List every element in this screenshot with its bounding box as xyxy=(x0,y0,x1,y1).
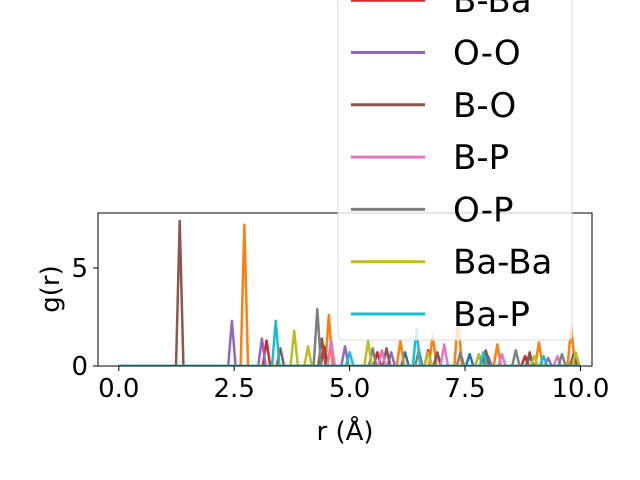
y-tick-label: 5 xyxy=(71,254,88,284)
series-layer xyxy=(118,219,581,366)
legend-label-ba-ba: Ba-Ba xyxy=(453,243,552,283)
series-line-ba-ba xyxy=(118,329,581,366)
y-axis: 05 xyxy=(71,254,98,382)
x-tick-label: 7.5 xyxy=(444,374,485,404)
legend-label-ba-p: Ba-P xyxy=(453,295,530,335)
legend-label-b-o: B-O xyxy=(453,86,516,126)
x-tick-label: 10.0 xyxy=(552,374,610,404)
legend-box xyxy=(337,0,573,341)
series-line-b-p xyxy=(118,339,581,366)
y-axis-label: g(r) xyxy=(36,265,66,312)
x-tick-label: 2.5 xyxy=(214,374,255,404)
legend-label-o-p: O-P xyxy=(453,190,513,230)
x-tick-label: 0.0 xyxy=(98,374,139,404)
legend-label-o-o: O-O xyxy=(453,34,521,74)
x-axis: 0.0 2.5 5.0 7.5 10.0 xyxy=(98,366,609,404)
y-tick-label: 0 xyxy=(71,352,88,382)
x-tick-label: 5.0 xyxy=(329,374,370,404)
legend-label-b-ba: B-Ba xyxy=(453,0,532,21)
series-line-o-o xyxy=(118,319,581,366)
x-axis-label: r (Å) xyxy=(316,415,373,447)
legend-label-b-p: B-P xyxy=(453,138,509,178)
